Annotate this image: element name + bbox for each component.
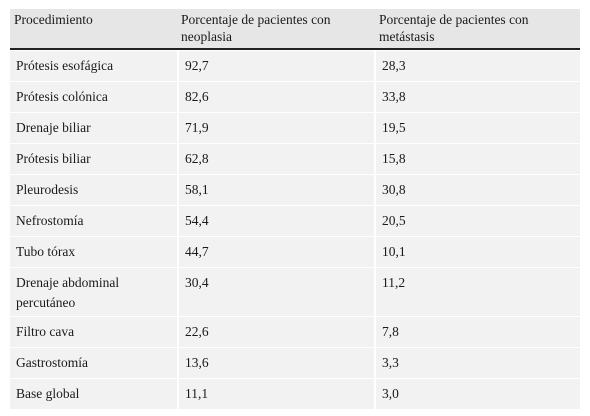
cell-neoplasia: 30,4: [179, 268, 374, 316]
table-row: Pleurodesis 58,1 30,8: [10, 175, 580, 205]
cell-neoplasia: 82,6: [179, 82, 374, 112]
table-row: Prótesis esofágica 92,7 28,3: [10, 51, 580, 81]
header-neoplasia: Porcentaje de pacientes con neoplasia: [181, 12, 331, 44]
cell-procedimiento: Gastrostomía: [10, 348, 177, 378]
table-row: Prótesis biliar 62,8 15,8: [10, 144, 580, 174]
table-row: Gastrostomía 13,6 3,3: [10, 348, 580, 378]
cell-procedimiento: Prótesis colónica: [10, 82, 177, 112]
header-procedimiento: Procedimiento: [14, 12, 93, 27]
cell-neoplasia: 13,6: [179, 348, 374, 378]
cell-procedimiento: Tubo tórax: [10, 237, 177, 267]
table-row: Tubo tórax 44,7 10,1: [10, 237, 580, 267]
cell-neoplasia: 54,4: [179, 206, 374, 236]
cell-procedimiento: Pleurodesis: [10, 175, 177, 205]
cell-neoplasia: 22,6: [179, 317, 374, 347]
cell-metastasis: 33,8: [376, 82, 580, 112]
cell-neoplasia: 44,7: [179, 237, 374, 267]
cell-procedimiento: Base global: [10, 379, 177, 409]
table-row: Prótesis colónica 82,6 33,8: [10, 82, 580, 112]
cell-procedimiento: Prótesis biliar: [10, 144, 177, 174]
cell-metastasis: 19,5: [376, 113, 580, 143]
cell-metastasis: 7,8: [376, 317, 580, 347]
cell-procedimiento: Filtro cava: [10, 317, 177, 347]
cell-metastasis: 20,5: [376, 206, 580, 236]
table-header-row: Procedimiento Porcentaje de pacientes co…: [10, 9, 580, 50]
cell-procedimiento: Prótesis esofágica: [10, 51, 177, 81]
table-row: Nefrostomía 54,4 20,5: [10, 206, 580, 236]
cell-procedimiento: Drenaje abdominal percutáneo: [10, 268, 177, 316]
cell-neoplasia: 62,8: [179, 144, 374, 174]
header-metastasis: Porcentaje de pacientes con metástasis: [379, 12, 529, 44]
cell-metastasis: 10,1: [376, 237, 580, 267]
cell-procedimiento: Drenaje biliar: [10, 113, 177, 143]
cell-neoplasia: 11,1: [179, 379, 374, 409]
cell-metastasis: 15,8: [376, 144, 580, 174]
cell-metastasis: 3,3: [376, 348, 580, 378]
cell-neoplasia: 92,7: [179, 51, 374, 81]
cell-procedimiento: Nefrostomía: [10, 206, 177, 236]
cell-neoplasia: 71,9: [179, 113, 374, 143]
table-row: Filtro cava 22,6 7,8: [10, 317, 580, 347]
cell-neoplasia: 58,1: [179, 175, 374, 205]
cell-metastasis: 28,3: [376, 51, 580, 81]
table-row: Base global 11,1 3,0: [10, 379, 580, 409]
data-table: Procedimiento Porcentaje de pacientes co…: [10, 9, 580, 409]
cell-metastasis: 3,0: [376, 379, 580, 409]
cell-metastasis: 30,8: [376, 175, 580, 205]
table-row: Drenaje abdominal percutáneo 30,4 11,2: [10, 268, 580, 316]
cell-metastasis: 11,2: [376, 268, 580, 316]
table-row: Drenaje biliar 71,9 19,5: [10, 113, 580, 143]
